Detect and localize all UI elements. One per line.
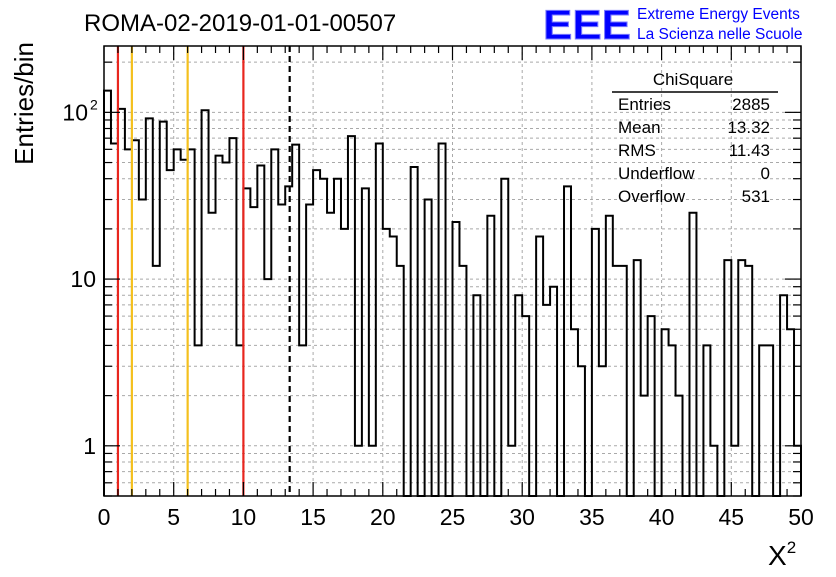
y-tick-label: 1 bbox=[83, 433, 96, 459]
stats-title: ChiSquare bbox=[653, 70, 733, 89]
logo-line2: La Scienza nelle Scuole bbox=[637, 26, 802, 43]
logo-eee: EEE bbox=[543, 1, 631, 48]
y-axis-title: Entries/bin bbox=[9, 42, 39, 165]
x-tick-label: 0 bbox=[98, 504, 111, 530]
x-tick-label: 10 bbox=[231, 504, 257, 530]
histogram-layer bbox=[103, 89, 802, 497]
chart-title: ROMA-02-2019-01-01-00507 bbox=[84, 10, 396, 37]
stats-value-entries: 2885 bbox=[732, 95, 770, 114]
reference-lines-layer bbox=[116, 46, 291, 496]
stats-value-overflow: 531 bbox=[742, 187, 770, 206]
x-tick-label: 25 bbox=[440, 504, 466, 530]
logo-line1: Extreme Energy Events bbox=[637, 6, 800, 23]
x-tick-label: 5 bbox=[167, 504, 180, 530]
y-tick-label-exponent: 2 bbox=[90, 96, 98, 112]
x-tick-label: 45 bbox=[719, 504, 745, 530]
stats-label-underflow: Underflow bbox=[618, 164, 695, 183]
y-axis-title-group: Entries/bin bbox=[9, 42, 39, 165]
y-tick-label: 10 bbox=[62, 99, 88, 125]
stats-value-underflow: 0 bbox=[761, 164, 770, 183]
x-axis-title-main: X bbox=[768, 540, 787, 571]
x-axis-title-sup: 2 bbox=[787, 538, 796, 557]
stats-rows: Entries 2885 Mean 13.32 RMS 11.43 Underflow 0 Ov… bbox=[618, 95, 770, 206]
stats-value-rms: 11.43 bbox=[729, 141, 770, 160]
x-tick-label: 20 bbox=[370, 504, 396, 530]
y-tick-label: 10 bbox=[70, 266, 96, 292]
x-tick-label: 30 bbox=[509, 504, 535, 530]
stats-label-entries: Entries bbox=[618, 95, 671, 114]
stats-label-rms: RMS bbox=[618, 141, 656, 160]
stats-label-overflow: Overflow bbox=[618, 187, 686, 206]
x-tick-label: 40 bbox=[649, 504, 675, 530]
x-tick-label: 35 bbox=[579, 504, 605, 530]
x-axis-title: X2 bbox=[768, 538, 796, 571]
stats-box: ChiSquare Entries 2885 Mean 13.32 RMS 11.43 Un… bbox=[612, 70, 778, 206]
histogram-outline bbox=[103, 89, 802, 497]
x-tick-label: 15 bbox=[300, 504, 326, 530]
stats-value-mean: 13.32 bbox=[727, 118, 770, 137]
stats-label-mean: Mean bbox=[618, 118, 661, 137]
x-tick-label: 50 bbox=[788, 504, 814, 530]
